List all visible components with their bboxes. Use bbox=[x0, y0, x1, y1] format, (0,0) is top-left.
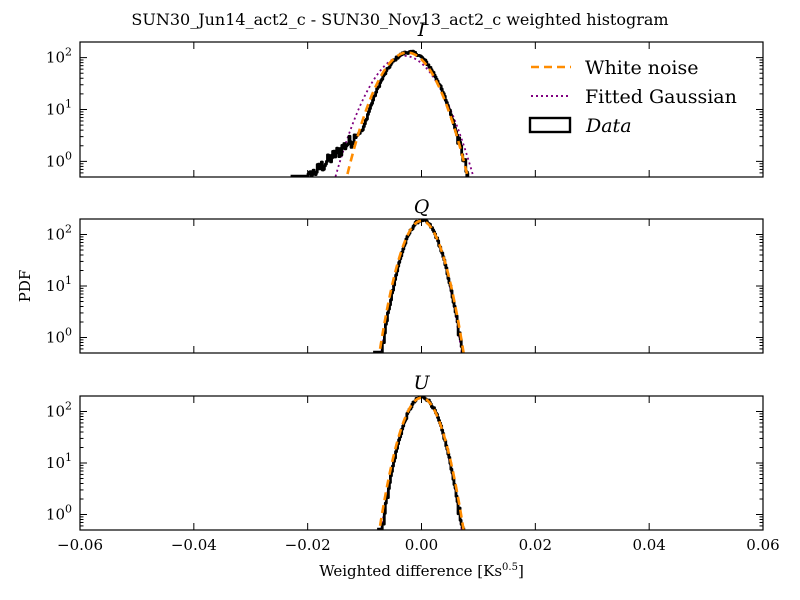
y-tick-base: 10 bbox=[46, 226, 65, 244]
x-tick-label: 0.02 bbox=[519, 536, 552, 554]
panel-i-title: I bbox=[417, 19, 426, 41]
x-axis-label: Weighted difference [Ks0.5] bbox=[319, 562, 524, 580]
legend-white-noise-label: White noise bbox=[585, 57, 699, 79]
x-tick-label: −0.02 bbox=[285, 536, 331, 554]
y-tick-base: 10 bbox=[46, 277, 65, 295]
panel-q-xticks bbox=[79, 219, 764, 353]
x-tick-label: 0.06 bbox=[746, 536, 779, 554]
y-tick-label: 100 bbox=[46, 325, 72, 346]
panel-u-title: U bbox=[413, 372, 430, 394]
y-tick-label: 101 bbox=[46, 274, 72, 295]
y-tick-exponent: 1 bbox=[65, 274, 72, 287]
series-white-noise bbox=[378, 396, 465, 530]
y-tick-exponent: 2 bbox=[65, 400, 72, 413]
x-axis-label-end: ] bbox=[518, 562, 524, 580]
y-tick-base: 10 bbox=[46, 49, 65, 67]
y-tick-exponent: 0 bbox=[65, 502, 72, 515]
panel-u-plot bbox=[376, 396, 466, 530]
x-axis-label-sup: 0.5 bbox=[502, 562, 518, 573]
y-tick-exponent: 0 bbox=[65, 325, 72, 338]
y-tick-base: 10 bbox=[46, 101, 65, 119]
panel-u-xticks bbox=[79, 396, 764, 530]
legend-fitted-gaussian-label: Fitted Gaussian bbox=[585, 86, 737, 108]
y-tick-base: 10 bbox=[46, 403, 65, 421]
x-axis-label-main: Weighted difference [Ks bbox=[319, 562, 502, 580]
x-tick-label: 0.00 bbox=[405, 536, 438, 554]
panel-i-xticks bbox=[79, 42, 764, 177]
figure-suptitle: SUN30_Jun14_act2_c - SUN30_Nov13_act2_c … bbox=[131, 10, 668, 29]
y-tick-exponent: 1 bbox=[65, 98, 72, 111]
panel-q-plot bbox=[372, 219, 465, 353]
y-tick-base: 10 bbox=[46, 152, 65, 170]
y-tick-base: 10 bbox=[46, 328, 65, 346]
y-tick-base: 10 bbox=[46, 454, 65, 472]
y-tick-label: 100 bbox=[46, 149, 72, 170]
y-tick-label: 102 bbox=[46, 46, 72, 67]
x-tick-labels: −0.06 −0.04 −0.02 0.00 0.02 0.04 0.06 bbox=[57, 536, 780, 554]
y-tick-base: 10 bbox=[46, 505, 65, 523]
y-tick-exponent: 1 bbox=[65, 451, 72, 464]
series-data bbox=[290, 49, 470, 177]
legend-data-swatch bbox=[528, 116, 572, 134]
x-tick-label: −0.04 bbox=[171, 536, 217, 554]
y-axis-label: PDF bbox=[16, 270, 34, 303]
y-tick-label: 101 bbox=[46, 98, 72, 119]
y-tick-label: 102 bbox=[46, 400, 72, 421]
y-tick-exponent: 0 bbox=[65, 149, 72, 162]
legend-data-label: Data bbox=[585, 115, 632, 137]
legend: White noise Fitted Gaussian Data bbox=[528, 57, 737, 137]
y-tick-exponent: 2 bbox=[65, 223, 72, 236]
y-tick-label: 101 bbox=[46, 451, 72, 472]
x-tick-label: 0.04 bbox=[632, 536, 665, 554]
panel-q-title: Q bbox=[414, 196, 430, 218]
y-tick-exponent: 2 bbox=[65, 46, 72, 59]
panel-u-frame bbox=[79, 395, 764, 531]
y-tick-label: 102 bbox=[46, 223, 72, 244]
x-tick-label: −0.06 bbox=[57, 536, 103, 554]
panel-q-frame bbox=[79, 218, 764, 354]
y-tick-label: 100 bbox=[46, 502, 72, 523]
series-white-noise bbox=[378, 219, 465, 353]
series-white-noise bbox=[345, 51, 470, 177]
panel-i-plot bbox=[290, 49, 475, 177]
series-fitted-gaussian bbox=[334, 54, 475, 177]
